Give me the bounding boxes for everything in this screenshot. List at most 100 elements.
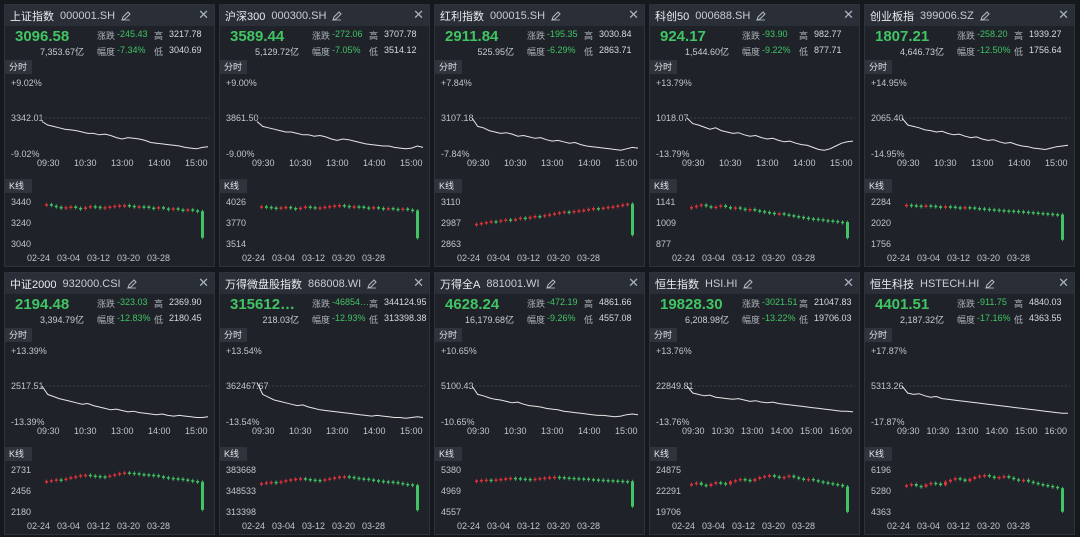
intraday-tab[interactable]: 分时 <box>650 328 677 342</box>
intraday-tab[interactable]: 分时 <box>5 328 32 342</box>
kline-candle <box>997 209 1001 212</box>
index-card: 沪深300 000300.SH ✕ 3589.44 5,129.72亿 涨跌 -272.06… <box>219 4 430 267</box>
edit-icon[interactable] <box>332 10 343 21</box>
change-value: -272.06 <box>332 29 363 39</box>
change-value: -323.03 <box>117 297 148 307</box>
intraday-time-label: 14:00 <box>363 426 386 436</box>
kline-candle <box>543 477 547 480</box>
close-icon[interactable]: ✕ <box>628 7 639 22</box>
kline-tab[interactable]: K线 <box>865 179 892 193</box>
close-icon[interactable]: ✕ <box>198 275 209 290</box>
kline-candle <box>201 481 204 510</box>
close-icon[interactable]: ✕ <box>843 7 854 22</box>
intraday-tab[interactable]: 分时 <box>435 60 462 74</box>
kline-candle <box>1061 214 1064 240</box>
intraday-tab[interactable]: 分时 <box>220 60 247 74</box>
change-value: -46854… <box>332 297 370 307</box>
kline-date-label: 03-20 <box>762 253 786 263</box>
kline-candle <box>763 211 767 213</box>
kline-candle <box>909 204 913 207</box>
intraday-time-label: 09:30 <box>897 158 920 168</box>
intraday-time-label: 14:00 <box>578 426 601 436</box>
intraday-time-label: 13:00 <box>541 158 564 168</box>
kline-candle <box>719 482 723 484</box>
low-value: 3040.69 <box>169 45 202 55</box>
edit-icon[interactable] <box>121 10 131 21</box>
intraday-mid-label: 22849.81 <box>656 381 694 391</box>
high-value: 2369.90 <box>169 297 202 307</box>
edit-icon[interactable] <box>743 278 754 289</box>
kline-candle <box>787 214 791 216</box>
close-icon[interactable]: ✕ <box>1058 275 1069 290</box>
kline-candle <box>807 478 810 481</box>
kline-tab[interactable]: K线 <box>5 179 32 193</box>
close-icon[interactable]: ✕ <box>413 275 424 290</box>
kline-candle <box>186 209 190 211</box>
amplitude-label: 幅度 <box>97 47 116 57</box>
edit-icon[interactable] <box>980 10 990 21</box>
kline-candle <box>328 206 332 208</box>
kline-candle <box>162 476 165 478</box>
kline-tab[interactable]: K线 <box>650 179 677 193</box>
kline-candle <box>279 207 283 209</box>
close-icon[interactable]: ✕ <box>413 7 424 22</box>
kline-candle <box>98 475 102 478</box>
intraday-line <box>256 121 424 150</box>
quote-panel: 4628.24 16,179.68亿 涨跌 -472.19 幅度 -9.26% 高 4861.… <box>435 294 644 327</box>
change-value: -93.90 <box>762 29 788 39</box>
quote-panel: 1807.21 4,646.73亿 涨跌 -258.20 幅度 -12.50% 高 1939.… <box>865 26 1074 59</box>
kline-tab[interactable]: K线 <box>220 179 247 193</box>
kline-candle <box>968 207 972 209</box>
edit-icon[interactable] <box>985 278 995 289</box>
kline-candle <box>978 208 982 210</box>
edit-icon[interactable] <box>367 278 377 289</box>
intraday-tab[interactable]: 分时 <box>650 60 677 74</box>
close-icon[interactable]: ✕ <box>843 275 854 290</box>
edit-icon[interactable] <box>545 278 556 289</box>
kline-candle <box>137 473 141 475</box>
kline-candle <box>606 206 610 209</box>
kline-candle <box>494 479 498 481</box>
close-icon[interactable]: ✕ <box>1058 7 1069 22</box>
kline-candle <box>797 477 801 479</box>
kline-tab[interactable]: K线 <box>435 447 462 461</box>
kline-tab[interactable]: K线 <box>435 179 462 193</box>
kline-tab[interactable]: K线 <box>650 447 677 461</box>
kline-mid-label: 3240 <box>11 218 32 228</box>
kline-candle <box>562 211 566 214</box>
edit-icon[interactable] <box>551 10 561 21</box>
intraday-tab[interactable]: 分时 <box>435 328 462 342</box>
kline-tab[interactable]: K线 <box>5 447 32 461</box>
intraday-time-label: 10:30 <box>504 158 527 168</box>
kline-candle <box>699 482 703 485</box>
intraday-top-label: +13.79% <box>656 78 692 88</box>
kline-date-label: 03-28 <box>1007 253 1031 263</box>
intraday-line <box>256 382 424 419</box>
kline-candle <box>528 216 532 219</box>
kline-tab[interactable]: K线 <box>220 447 247 461</box>
intraday-tab[interactable]: 分时 <box>220 328 247 342</box>
close-icon[interactable]: ✕ <box>198 7 209 22</box>
kline-tab[interactable]: K线 <box>865 447 892 461</box>
intraday-tab[interactable]: 分时 <box>865 60 892 74</box>
kline-candle <box>113 474 117 476</box>
edit-icon[interactable] <box>126 278 137 289</box>
kline-date-label: 03-04 <box>57 521 81 531</box>
kline-candle <box>123 205 126 207</box>
kline-candle <box>269 206 273 209</box>
kline-candle <box>929 482 933 485</box>
kline-candle <box>518 217 522 220</box>
intraday-tab[interactable]: 分时 <box>865 328 892 342</box>
change-label: 涨跌 <box>97 31 116 41</box>
intraday-tab[interactable]: 分时 <box>5 60 32 74</box>
kline-candle <box>103 207 107 209</box>
kline-candle <box>494 221 498 223</box>
close-icon[interactable]: ✕ <box>628 275 639 290</box>
kline-candle <box>929 205 933 207</box>
edit-icon[interactable] <box>756 10 767 21</box>
kline-candle <box>841 484 845 487</box>
kline-candle <box>74 206 78 209</box>
intraday-time-label: 15:00 <box>830 158 853 168</box>
kline-candle <box>787 475 791 478</box>
kline-candle <box>538 215 542 218</box>
